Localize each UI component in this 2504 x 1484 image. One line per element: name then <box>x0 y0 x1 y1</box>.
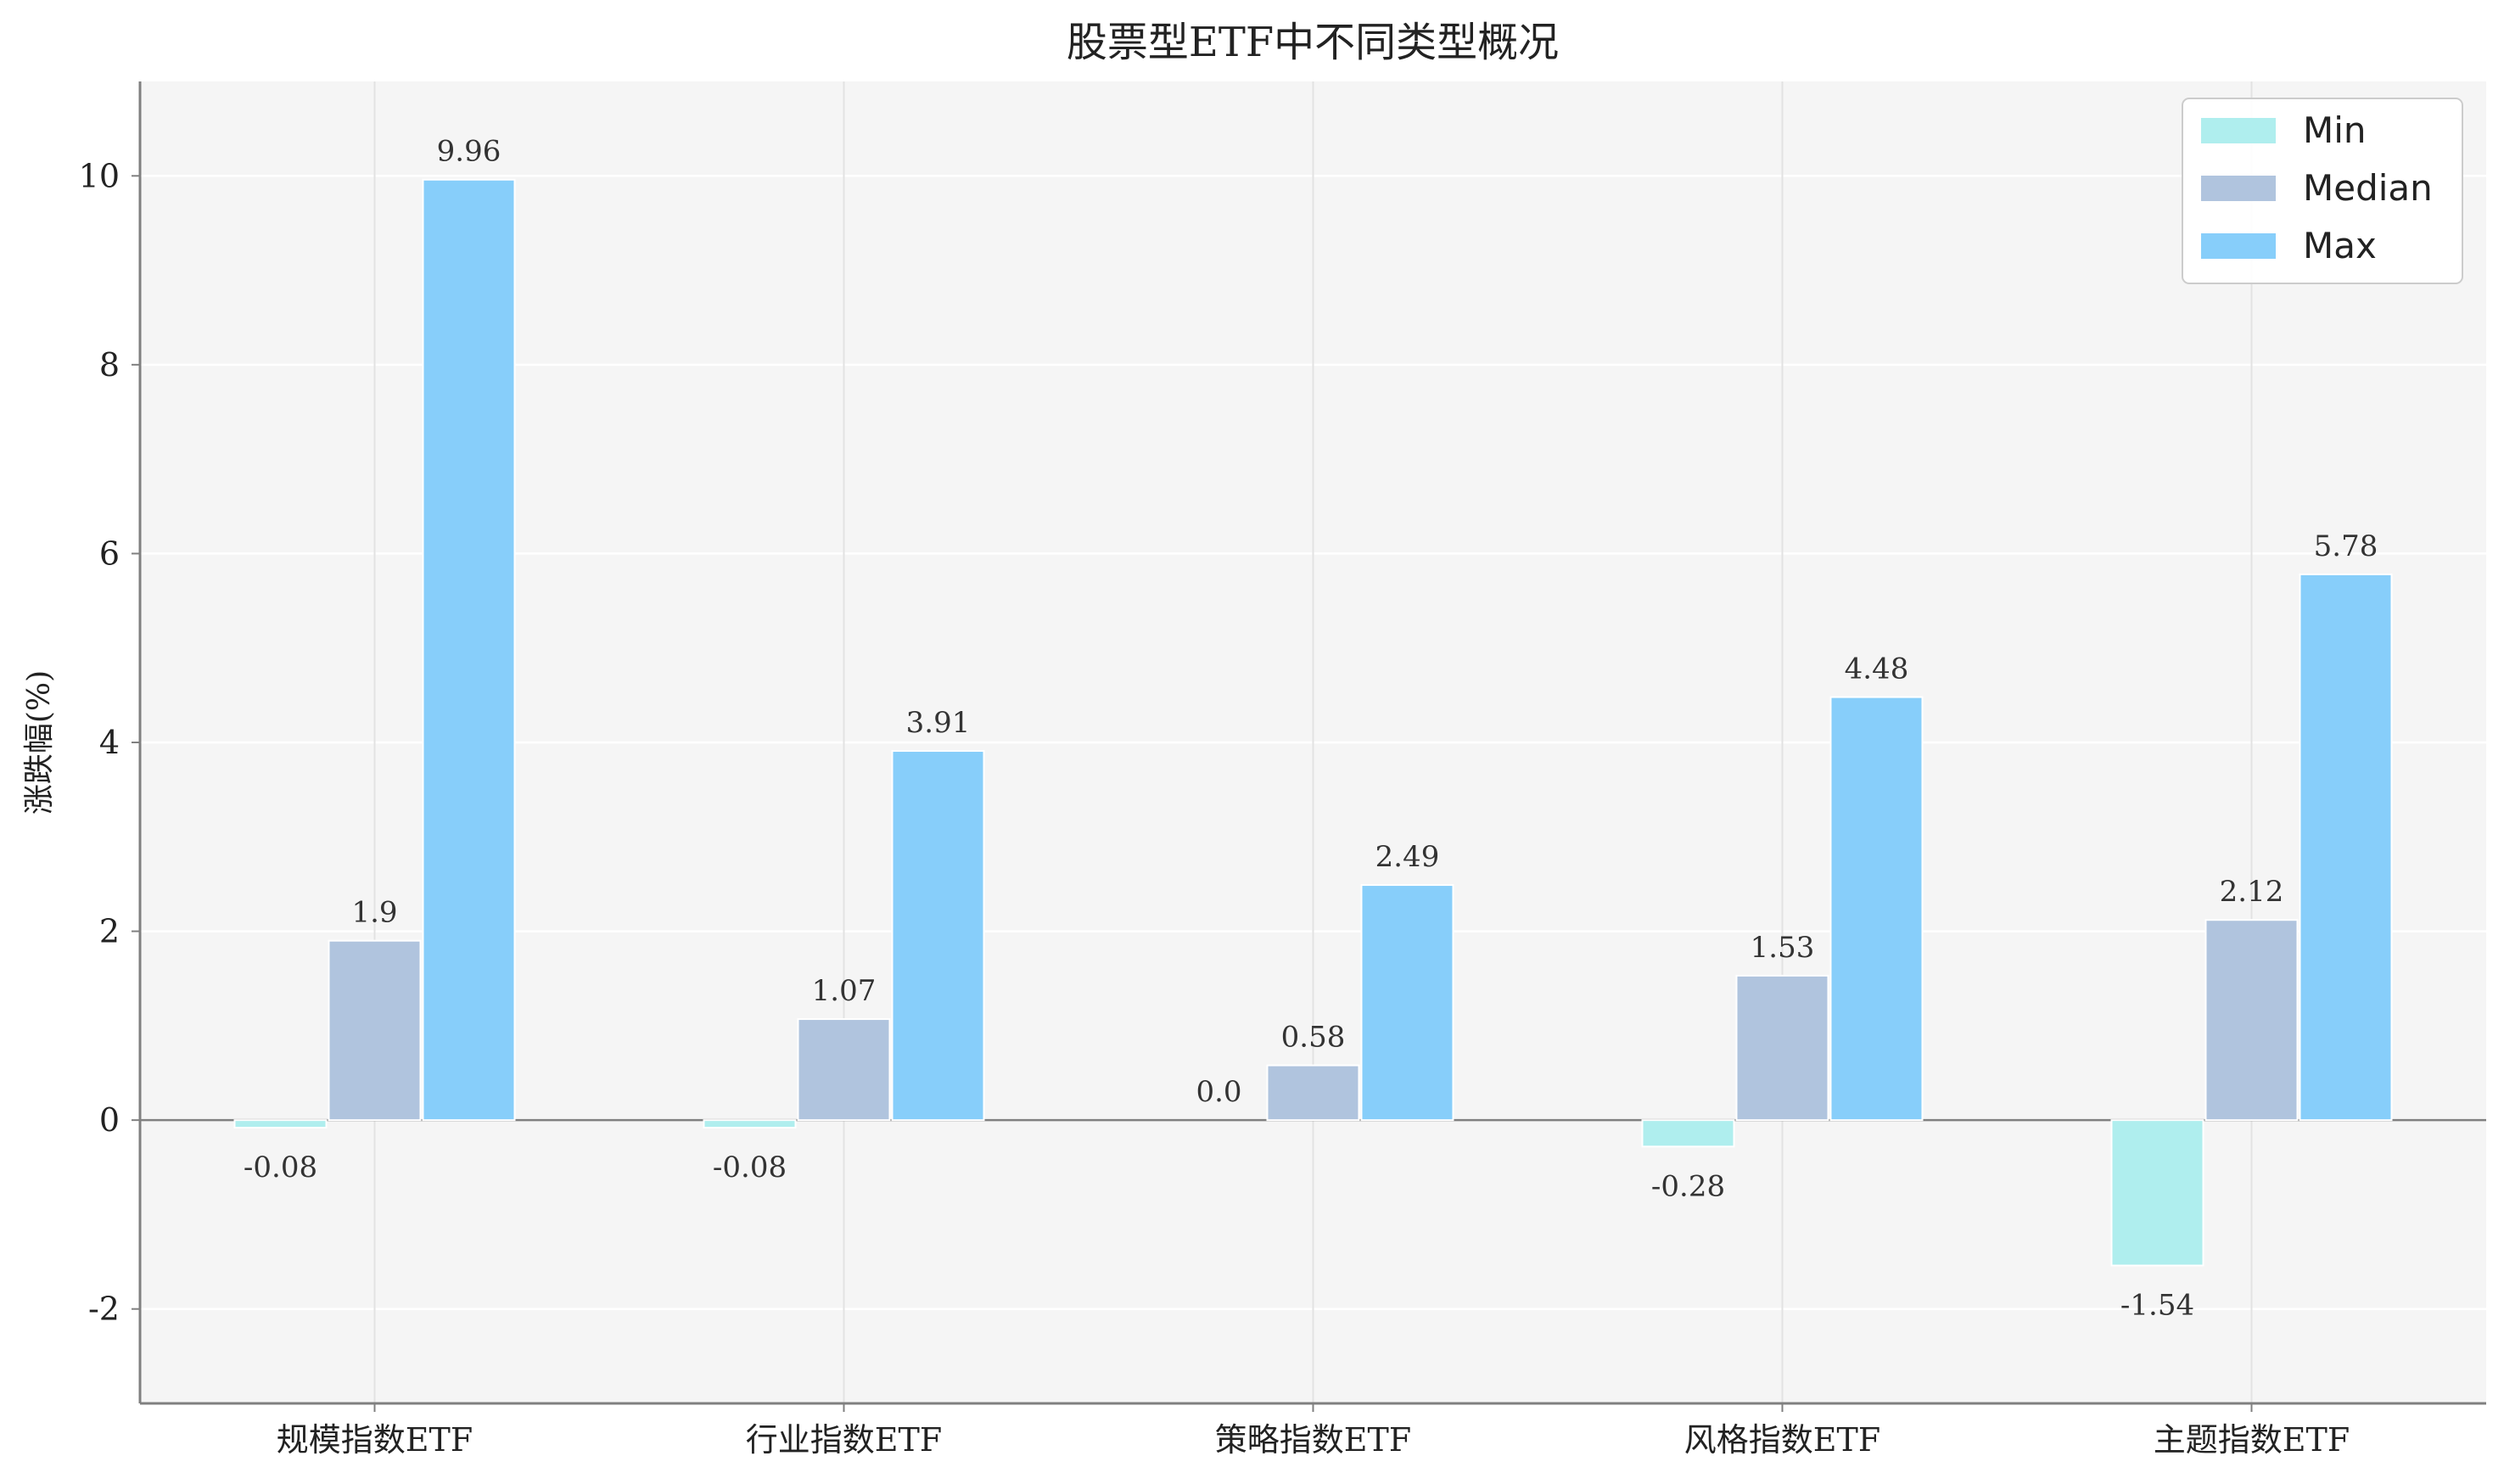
bar-median <box>2204 919 2299 1122</box>
x-tick-label: 主题指数ETF <box>2154 1421 2350 1459</box>
y-ticks: -2 0 2 4 6 8 10 <box>79 157 140 1328</box>
legend-label: Min <box>2303 109 2367 151</box>
legend-swatch-max <box>2201 233 2276 259</box>
bar-max <box>1360 884 1454 1122</box>
bar-median <box>797 1018 891 1122</box>
bar-min <box>2110 1119 2204 1267</box>
value-label: 0.0 <box>1196 1075 1241 1109</box>
legend-swatch-median <box>2201 176 2276 201</box>
x-tick-label: 行业指数ETF <box>746 1421 942 1459</box>
y-tick-label: 2 <box>99 913 120 950</box>
value-label: 1.53 <box>1751 931 1815 965</box>
x-tick-label: 规模指数ETF <box>277 1421 473 1459</box>
value-label: -0.28 <box>1651 1169 1725 1203</box>
y-tick-label: -2 <box>88 1291 120 1328</box>
bar-min <box>233 1119 328 1129</box>
bar-max <box>1829 696 1924 1122</box>
value-label: -0.08 <box>713 1151 787 1184</box>
value-label: 4.48 <box>1845 652 1909 686</box>
y-tick-label: 4 <box>99 724 120 761</box>
value-label: 3.91 <box>906 706 971 740</box>
value-label: 1.9 <box>351 896 397 930</box>
legend: Min Median Max <box>2182 98 2463 284</box>
bars <box>233 178 2393 1267</box>
value-label: -0.08 <box>244 1151 317 1184</box>
x-ticks: 规模指数ETF 行业指数ETF 策略指数ETF 风格指数ETF 主题指数ETF <box>277 1403 2350 1459</box>
y-tick-label: 10 <box>79 157 120 194</box>
legend-label: Median <box>2303 167 2433 209</box>
value-label: 0.58 <box>1281 1021 1346 1055</box>
x-tick-label: 风格指数ETF <box>1684 1421 1880 1459</box>
value-label: 1.07 <box>812 974 877 1008</box>
y-tick-label: 0 <box>99 1101 120 1139</box>
bar-max <box>2299 573 2393 1122</box>
legend-label: Max <box>2303 225 2377 266</box>
y-tick-label: 8 <box>99 346 120 384</box>
y-axis-label: 涨跌幅(%) <box>22 670 57 815</box>
y-tick-label: 6 <box>99 535 120 572</box>
value-label: 9.96 <box>437 135 501 169</box>
legend-swatch-min <box>2201 118 2276 143</box>
value-label: 2.12 <box>2220 875 2284 909</box>
bar-max <box>422 178 516 1122</box>
bar-median <box>328 939 422 1122</box>
bar-min <box>1641 1119 1735 1148</box>
value-labels: -0.08 -0.08 0.0 -0.28 -1.54 1.9 1.07 0.58 1.53 2.… <box>244 135 2378 1323</box>
value-label: -1.54 <box>2120 1289 2194 1323</box>
bar-median <box>1266 1064 1360 1122</box>
x-tick-label: 策略指数ETF <box>1215 1421 1411 1459</box>
gridlines <box>140 81 2486 1403</box>
chart-title: 股票型ETF中不同类型概况 <box>1067 19 1559 66</box>
bar-max <box>891 750 985 1122</box>
bar-min <box>703 1119 797 1129</box>
bar-median <box>1735 974 1829 1122</box>
value-label: 2.49 <box>1375 840 1440 874</box>
value-label: 5.78 <box>2314 529 2378 563</box>
